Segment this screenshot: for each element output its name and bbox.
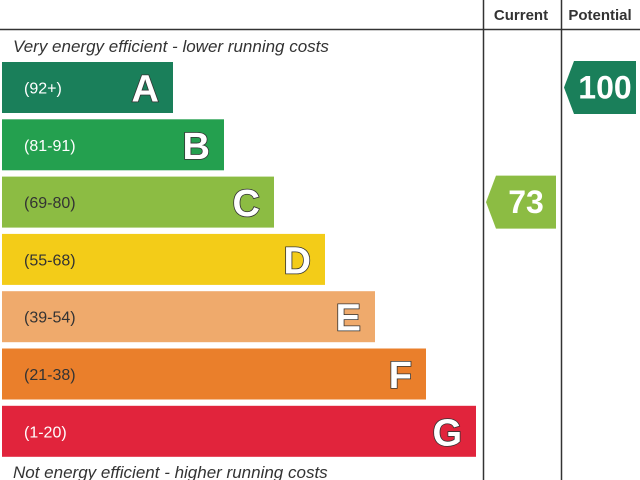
band-bar-b [2,119,224,171]
band-bar-a [2,62,173,113]
current-rating-arrow [486,175,556,229]
bottom-caption: Not energy efficient - higher running co… [13,463,328,480]
band-letter-e: E [336,298,361,340]
band-letter-c: C [233,183,260,225]
band-bar-d [2,233,325,285]
potential-rating-value: 100 [578,70,631,106]
band-range-d: (55-68) [24,252,76,269]
band-range-f: (21-38) [24,367,76,384]
top-caption: Very energy efficient - lower running co… [13,37,329,56]
band-letter-b: B [183,126,210,168]
potential-rating-arrow [564,61,636,114]
current-column-header: Current [494,7,548,24]
band-bar-g [2,405,476,457]
band-bar-e [2,291,375,343]
potential-column-header: Potential [568,7,631,24]
band-range-e: (39-54) [24,310,76,327]
band-bar-f [2,348,426,400]
band-range-a: (92+) [24,81,62,98]
band-letter-f: F [389,355,412,397]
band-bar-c [2,176,274,228]
rating-indicators: 73 100 [486,61,636,229]
band-letter-d: D [284,240,311,282]
band-range-c: (69-80) [24,195,76,212]
current-rating-value: 73 [508,184,544,220]
rating-bands: (92+) A (81-91) B (69-80) C (55-68) D (39-54) E (2… [2,62,476,457]
band-letter-a: A [132,69,159,111]
band-range-g: (1-20) [24,424,67,441]
band-letter-g: G [432,412,462,454]
band-range-b: (81-91) [24,138,76,155]
